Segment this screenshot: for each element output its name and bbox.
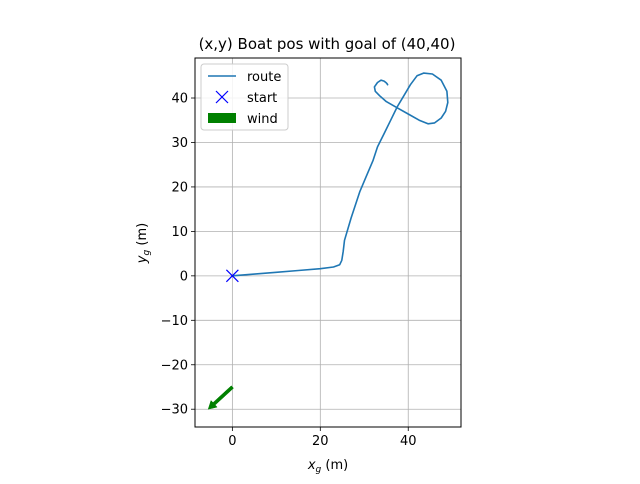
x-axis-label-sub: g: [316, 465, 322, 475]
y-tick-label: −10: [161, 314, 188, 329]
y-axis-label-sub: g: [142, 249, 152, 255]
y-axis-label: yg (m): [135, 223, 152, 264]
x-tick-label: 20: [312, 434, 329, 449]
route-line: [231, 72, 449, 277]
legend-wind-swatch: [208, 113, 236, 123]
legend-wind-label: wind: [247, 112, 278, 127]
plot-area: [207, 72, 449, 410]
start-marker: [225, 269, 239, 283]
y-axis-label-main: y: [135, 255, 150, 264]
y-tick-label: −20: [161, 358, 188, 373]
x-tick-label: 0: [228, 434, 236, 449]
legend-start-swatch: [215, 90, 229, 104]
y-tick-label: 30: [171, 136, 188, 151]
y-tick-label: 0: [180, 269, 188, 284]
y-tick-label: −30: [161, 403, 188, 418]
y-tick-label: 10: [171, 225, 188, 240]
grid: [195, 58, 461, 427]
x-axis-label-unit: (m): [321, 458, 348, 473]
legend-start-label: start: [247, 91, 277, 106]
x-tick-label: 40: [400, 434, 417, 449]
x-axis-label: xg (m): [307, 458, 348, 475]
wind-arrow: [207, 385, 234, 410]
legend-route-label: route: [247, 70, 281, 85]
y-tick-label: 40: [171, 92, 188, 107]
legend: route start wind: [200, 63, 289, 131]
tick-labels: 0 20 40 −30 −20 −10 0 10 20 30 40: [161, 92, 417, 449]
chart-title: (x,y) Boat pos with goal of (40,40): [199, 35, 456, 53]
legend-start-marker-stroke: [215, 90, 229, 104]
y-axis-label-unit: (m): [135, 223, 150, 250]
start-marker-stroke: [225, 269, 239, 283]
axes-frame: [194, 57, 462, 428]
x-axis-label-main: x: [307, 458, 316, 473]
y-tick-label: 20: [171, 180, 188, 195]
